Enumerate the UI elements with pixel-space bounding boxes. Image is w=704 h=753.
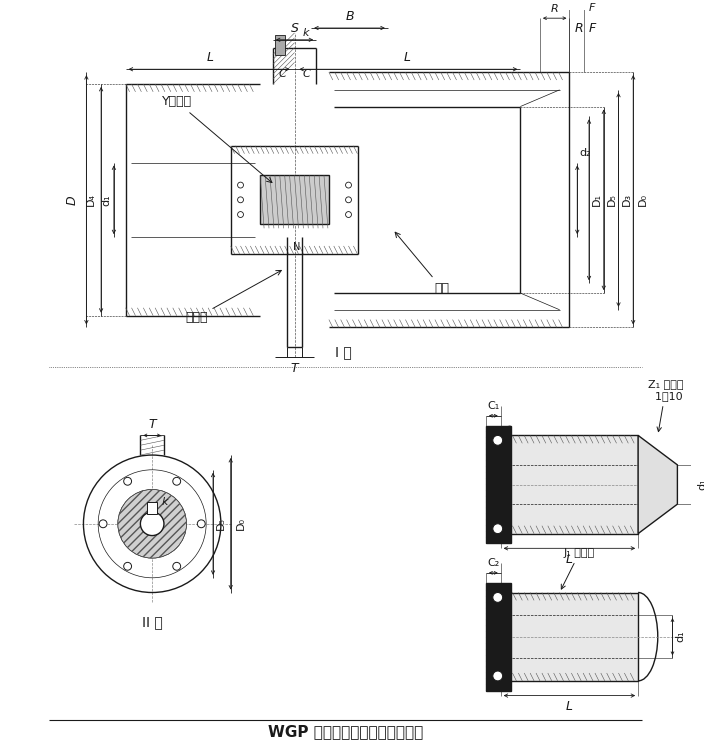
Text: II 型: II 型: [142, 615, 163, 629]
Bar: [275, 35, 284, 54]
Text: L: L: [566, 700, 573, 714]
Text: F: F: [589, 3, 596, 14]
Text: d₁: d₁: [675, 631, 686, 642]
Text: L: L: [206, 51, 213, 64]
Text: L: L: [404, 51, 411, 64]
Circle shape: [124, 562, 132, 570]
Bar: [501, 593, 638, 681]
Circle shape: [493, 593, 503, 602]
Bar: [486, 583, 510, 691]
Text: k: k: [303, 28, 309, 38]
Circle shape: [172, 562, 181, 570]
Text: F: F: [589, 22, 596, 35]
Text: T: T: [291, 362, 298, 375]
Text: 标志: 标志: [395, 232, 449, 294]
Text: R: R: [551, 5, 558, 14]
Circle shape: [197, 520, 205, 528]
Circle shape: [493, 524, 503, 534]
Circle shape: [493, 435, 503, 445]
Text: D₄: D₄: [86, 194, 96, 206]
Circle shape: [140, 512, 164, 535]
Bar: [260, 175, 329, 224]
Circle shape: [493, 671, 503, 681]
Text: D₀: D₀: [638, 194, 648, 206]
Text: N: N: [293, 242, 300, 252]
Polygon shape: [638, 435, 677, 534]
Text: D₃: D₃: [622, 194, 631, 206]
Text: d₁: d₁: [697, 479, 704, 490]
Text: C: C: [279, 69, 287, 79]
Text: D₁: D₁: [592, 194, 602, 206]
Text: Z₁ 型轴孔
  1：10: Z₁ 型轴孔 1：10: [648, 380, 684, 431]
Text: d₁: d₁: [101, 194, 111, 206]
Circle shape: [124, 477, 132, 485]
Text: C₁: C₁: [488, 401, 500, 411]
Text: C: C: [303, 69, 310, 79]
Text: k: k: [162, 497, 168, 508]
Bar: [501, 435, 638, 534]
Text: WGP 型带制动盘鼓形齿式联轴器: WGP 型带制动盘鼓形齿式联轴器: [268, 724, 423, 739]
Circle shape: [172, 477, 181, 485]
Text: B: B: [345, 10, 354, 23]
Circle shape: [99, 520, 107, 528]
Text: S: S: [291, 22, 298, 35]
Text: Y型轴孔: Y型轴孔: [162, 95, 272, 182]
Text: I 型: I 型: [335, 345, 352, 359]
Bar: [147, 502, 157, 514]
Text: T: T: [149, 417, 156, 431]
Circle shape: [118, 489, 187, 558]
Text: J₁ 型轴孔: J₁ 型轴孔: [561, 548, 595, 589]
Text: L: L: [566, 553, 573, 566]
Text: R: R: [574, 22, 583, 35]
Text: D₅: D₅: [216, 517, 226, 530]
Text: D₀: D₀: [236, 517, 246, 530]
Text: d₂: d₂: [579, 148, 591, 157]
Text: D: D: [65, 195, 79, 205]
Text: 注油孔: 注油孔: [185, 270, 282, 324]
Text: C₂: C₂: [488, 558, 500, 568]
Bar: [486, 425, 510, 544]
Text: D₅: D₅: [607, 194, 617, 206]
